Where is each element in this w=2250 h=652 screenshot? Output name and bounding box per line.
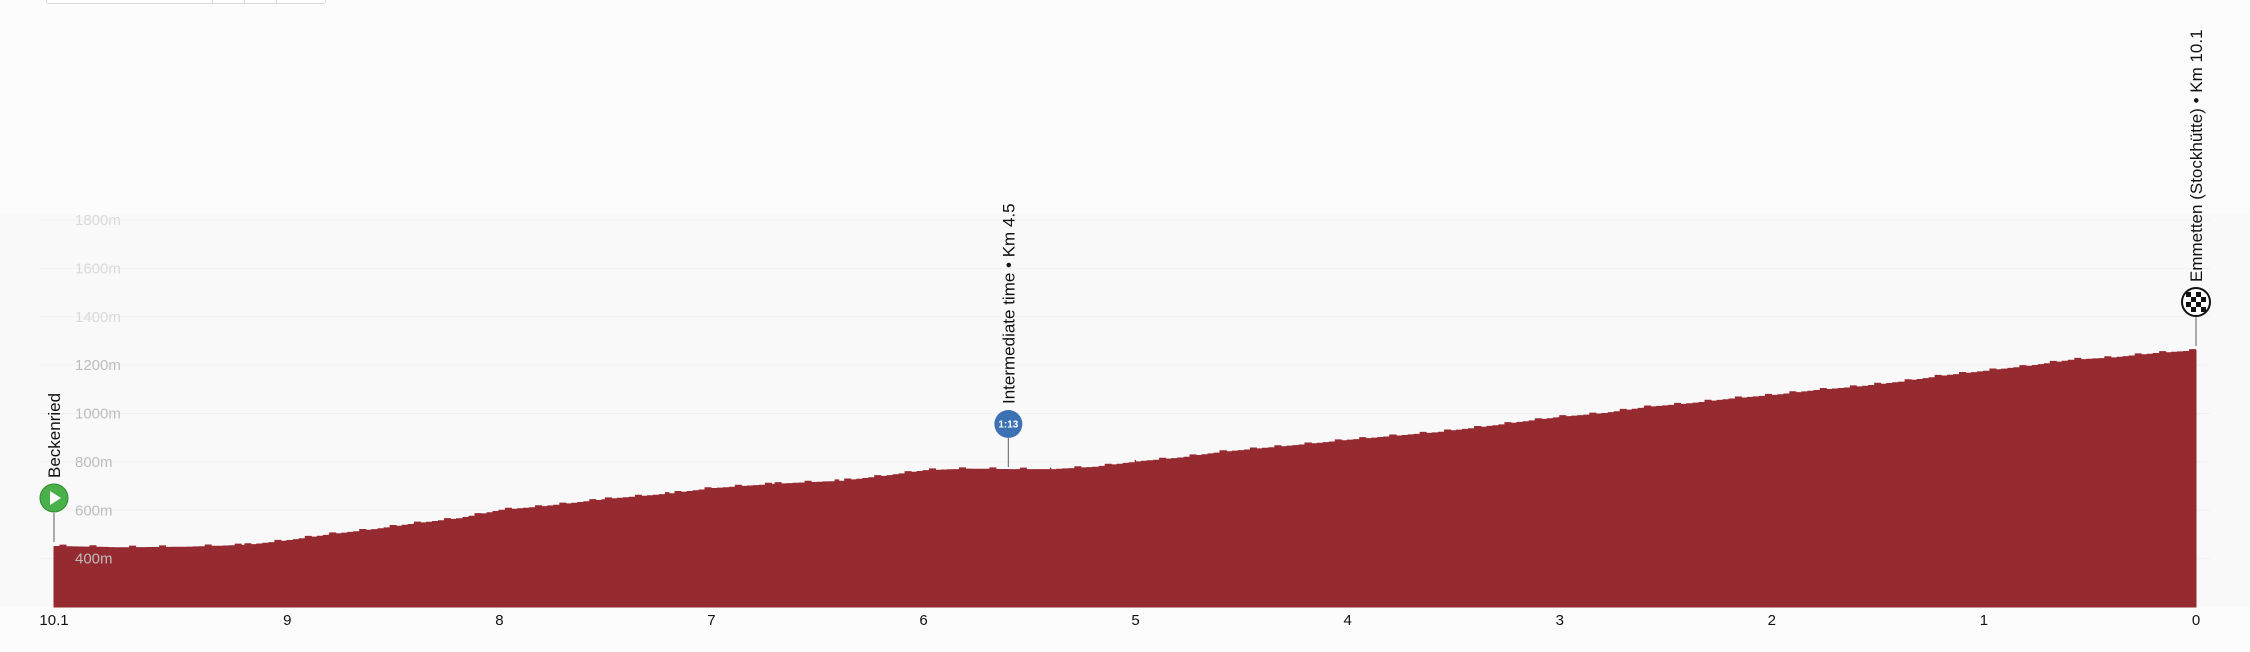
x-tick-label-0: 0 bbox=[2192, 612, 2200, 629]
y-tick-label-1000: 1000m bbox=[75, 406, 121, 423]
marker-label: Emmetten (Stockhütte) • Km 10.1 bbox=[2187, 29, 2206, 282]
x-tick-label-10.1: 10.1 bbox=[39, 612, 68, 629]
zoom-controls[interactable] bbox=[46, 0, 326, 4]
checker-square bbox=[2201, 297, 2206, 302]
marker-label: Intermediate time • Km 4.5 bbox=[999, 203, 1018, 404]
marker-2: Emmetten (Stockhütte) • Km 10.1 bbox=[2181, 29, 2211, 346]
checker-square bbox=[2191, 307, 2196, 312]
marker-1: 1:13 Intermediate time • Km 4.5 bbox=[994, 203, 1023, 467]
checker-square bbox=[2186, 292, 2191, 297]
time-badge-disc bbox=[994, 410, 1023, 438]
x-tick-label-5: 5 bbox=[1131, 612, 1139, 629]
x-tick-label-9: 9 bbox=[283, 612, 291, 629]
x-axis-labels: 10.1 9 8 7 6 5 4 3 2 1 0 bbox=[39, 612, 2200, 629]
x-tick-label-7: 7 bbox=[707, 612, 715, 629]
y-tick-label-1400: 1400m bbox=[75, 309, 121, 326]
time-badge-text: 1:13 bbox=[998, 420, 1018, 431]
y-axis-labels: 400m 600m 800m 1000m 1200m 1400m 1600m 1800m bbox=[75, 212, 121, 568]
checker-square bbox=[2186, 302, 2191, 307]
route-markers: Beckenried 1:13 Intermediate time • Km 4.5… bbox=[39, 29, 2211, 542]
y-tick-label-1600: 1600m bbox=[75, 260, 121, 277]
checker-square bbox=[2196, 302, 2201, 307]
intermediate-time-icon: 1:13 bbox=[994, 410, 1023, 438]
y-tick-label-400: 400m bbox=[75, 551, 113, 568]
y-tick-label-1200: 1200m bbox=[75, 357, 121, 374]
x-tick-label-2: 2 bbox=[1768, 612, 1776, 629]
x-tick-label-3: 3 bbox=[1556, 612, 1564, 629]
x-tick-label-8: 8 bbox=[495, 612, 503, 629]
finish-checkered-flag-icon bbox=[2181, 287, 2211, 317]
marker-label: Beckenried bbox=[45, 393, 64, 478]
y-tick-label-600: 600m bbox=[75, 502, 113, 519]
checker-square bbox=[2191, 297, 2196, 302]
play-glyph bbox=[50, 491, 61, 505]
elevation-area-layer bbox=[53, 349, 2197, 608]
checker-square bbox=[2196, 292, 2201, 297]
elevation-area bbox=[53, 349, 2197, 608]
y-tick-label-1800: 1800m bbox=[75, 212, 121, 229]
marker-0: Beckenried bbox=[39, 393, 69, 542]
start-play-icon bbox=[39, 483, 69, 513]
x-tick-label-6: 6 bbox=[919, 612, 927, 629]
x-tick-label-4: 4 bbox=[1344, 612, 1352, 629]
x-tick-label-1: 1 bbox=[1980, 612, 1988, 629]
y-tick-label-800: 800m bbox=[75, 454, 113, 471]
checker-square bbox=[2201, 307, 2206, 312]
